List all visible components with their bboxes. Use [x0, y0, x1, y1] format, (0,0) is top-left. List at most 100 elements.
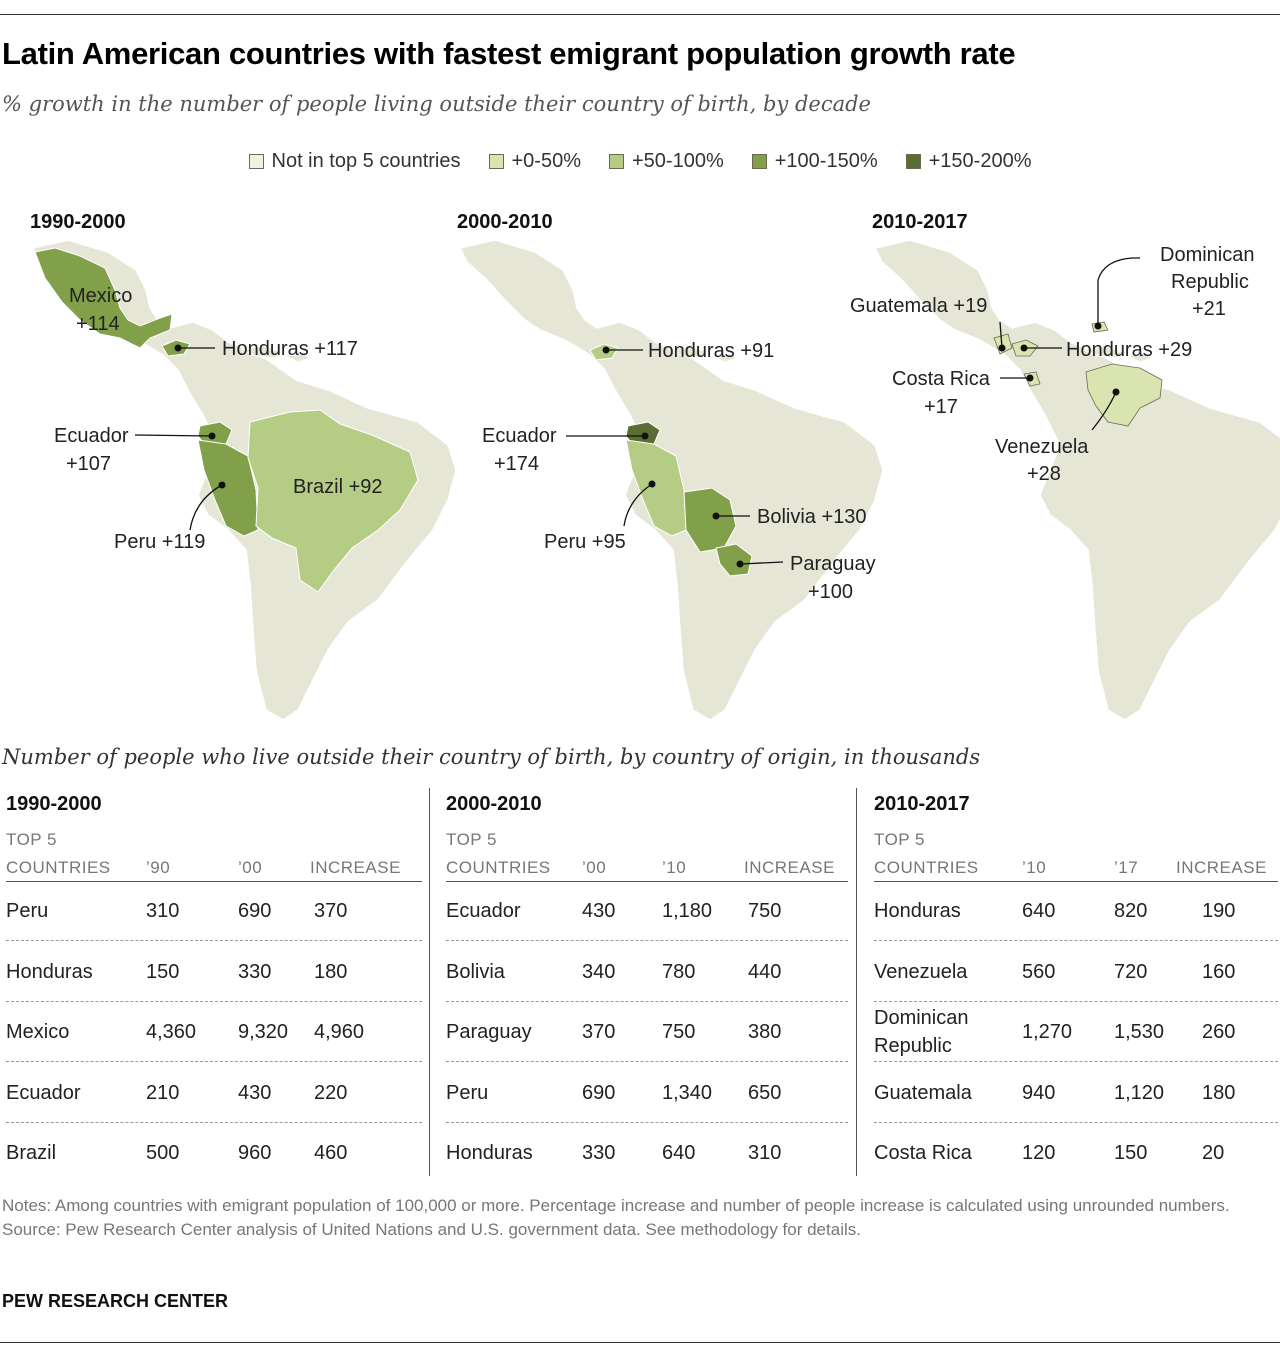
header-countries: COUNTRIES [874, 858, 979, 877]
table-panel-2010-2017: 2010-2017 TOP 5 COUNTRIES ’10 ’17 INCREASE Hon… [874, 788, 1278, 1176]
cell-increase: 460 [314, 1142, 348, 1164]
bottom-rule [0, 1342, 1280, 1343]
legend-swatch [751, 154, 767, 169]
chart-title: Latin American countries with fastest em… [2, 36, 1016, 71]
cell-start: 150 [146, 960, 180, 983]
legend-label: Not in top 5 countries [271, 150, 461, 172]
label-dominican-name-1: Dominican [1160, 244, 1254, 266]
legend-item-150-200: +150-200% [905, 150, 1032, 173]
cell-increase: 380 [748, 1021, 782, 1043]
cell-increase: 180 [314, 960, 348, 983]
cell-country: Ecuador [446, 900, 521, 922]
row-divider [446, 940, 848, 941]
legend-swatch [248, 154, 264, 169]
table-period-title: 2000-2010 [446, 793, 542, 815]
label-paraguay-value: +100 [808, 581, 853, 603]
label-ecuador-value: +107 [66, 453, 111, 475]
label-dominican-value: +21 [1192, 298, 1226, 320]
label-honduras: Honduras +117 [222, 338, 358, 360]
label-brazil: Brazil +92 [293, 476, 383, 498]
bolivia-shape [683, 487, 737, 553]
label-peru: Peru +95 [544, 531, 626, 553]
cell-country: Honduras [6, 960, 93, 983]
label-ecuador-name: Ecuador [482, 425, 557, 447]
header-increase: INCREASE [744, 858, 835, 877]
cell-country: Costa Rica [874, 1142, 972, 1164]
brazil-shape [247, 409, 419, 593]
cell-country: Peru [446, 1081, 489, 1104]
cell-start: 120 [1022, 1142, 1056, 1164]
chart-subtitle: % growth in the number of people living … [2, 92, 871, 116]
label-paraguay-name: Paraguay [790, 553, 876, 575]
cell-increase: 160 [1202, 960, 1236, 983]
row-divider [874, 1121, 1278, 1123]
cell-country: Mexico [6, 1021, 70, 1043]
row-divider [874, 1000, 1278, 1002]
cell-country: Paraguay [446, 1021, 532, 1043]
maps-area: Mexico +114 Honduras +117 Ecuador +107 B… [32, 239, 1280, 721]
row-divider [874, 1061, 1278, 1062]
table-period-title: 2010-2017 [874, 793, 970, 815]
cell-end: 780 [662, 960, 696, 983]
header-rule [6, 881, 422, 882]
label-honduras: Honduras +29 [1066, 339, 1192, 361]
cell-end: 1,120 [1114, 1081, 1165, 1104]
map-2000-2010: Honduras +91 Ecuador +174 Peru +95 Boliv… [459, 239, 884, 721]
header-increase: INCREASE [310, 858, 401, 877]
cell-end: 1,530 [1114, 1021, 1165, 1043]
map-title-1990-2000: 1990-2000 [30, 211, 126, 233]
row-divider [874, 940, 1278, 941]
table-row: Dominican Republic 1,270 1,530 260 [874, 1002, 1278, 1062]
cell-increase: 370 [314, 900, 348, 922]
cell-country: Venezuela [874, 960, 968, 983]
mexico-shape [34, 247, 173, 349]
table-caption: Number of people who live outside their … [2, 745, 981, 769]
header-end-year: ’17 [1114, 858, 1139, 877]
label-dominican-name-2: Republic [1171, 271, 1249, 293]
legend: Not in top 5 countries +0-50% +50-100% +… [0, 150, 1280, 173]
row-divider [6, 1061, 422, 1062]
header-countries: COUNTRIES [446, 858, 551, 877]
cell-start: 310 [146, 900, 180, 922]
cell-country: Honduras [446, 1142, 533, 1164]
row-divider [6, 1000, 422, 1002]
header-increase: INCREASE [1176, 858, 1267, 877]
label-ecuador-value: +174 [494, 453, 539, 475]
row-divider [446, 1121, 848, 1123]
label-venezuela-name: Venezuela [995, 436, 1089, 458]
table-row: Paraguay 370 750 380 [446, 1002, 848, 1062]
cell-end: 430 [238, 1081, 272, 1104]
row-divider [6, 1121, 422, 1123]
header-end-year: ’10 [662, 858, 687, 877]
cell-increase: 20 [1202, 1142, 1225, 1164]
cell-country: Ecuador [6, 1081, 81, 1104]
table-row: Guatemala 940 1,120 180 [874, 1063, 1278, 1123]
cell-end: 330 [238, 960, 272, 983]
cell-country: Honduras [874, 900, 961, 922]
cell-start: 4,360 [146, 1021, 197, 1043]
cell-end: 640 [662, 1142, 696, 1164]
cell-end: 9,320 [238, 1021, 289, 1043]
map-1990-2000: Mexico +114 Honduras +117 Ecuador +107 B… [32, 239, 457, 721]
table-panel-1990-2000: 1990-2000 TOP 5 COUNTRIES ’90 ’00 INCREASE Per… [6, 788, 422, 1176]
legend-label: +100-150% [774, 150, 878, 172]
notes: Notes: Among countries with emigrant pop… [2, 1194, 1272, 1242]
header-rule [446, 881, 848, 882]
header-start-year: ’00 [582, 858, 607, 877]
table-row: Peru 310 690 370 [6, 881, 422, 941]
cell-start: 690 [582, 1081, 616, 1104]
table-divider [856, 788, 857, 1176]
cell-country: Brazil [6, 1142, 57, 1164]
map-title-2000-2010: 2000-2010 [457, 211, 553, 233]
venezuela-shape [1085, 363, 1163, 427]
label-bolivia: Bolivia +130 [757, 506, 867, 528]
legend-label: +50-100% [632, 150, 724, 172]
header-end-year: ’00 [238, 858, 263, 877]
label-mexico-name: Mexico [69, 285, 132, 307]
cell-end: 1,340 [662, 1081, 713, 1104]
table-divider [429, 788, 430, 1176]
table-row: Ecuador 430 1,180 750 [446, 881, 848, 941]
cell-increase: 190 [1202, 900, 1236, 922]
table-row: Peru 690 1,340 650 [446, 1063, 848, 1123]
label-guatemala: Guatemala +19 [850, 295, 987, 317]
